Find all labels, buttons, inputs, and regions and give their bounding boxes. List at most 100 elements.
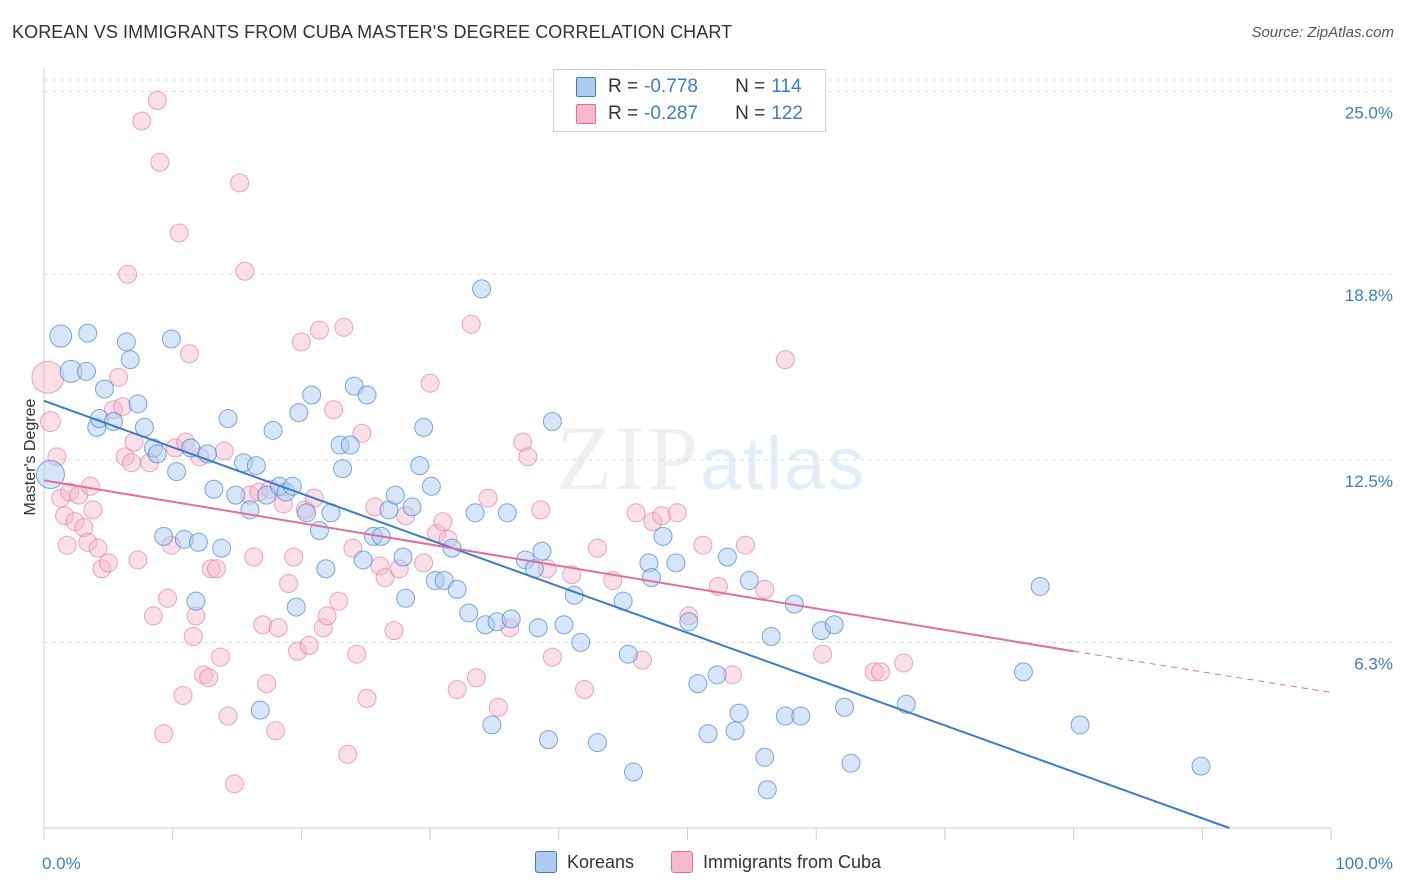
korean-point	[340, 435, 360, 455]
trend-line-koreans	[43, 399, 1230, 829]
cuba-point	[693, 535, 713, 555]
y-tick-labels: 6.3% 12.5% 18.8% 25.0%	[1345, 104, 1393, 674]
cuba-point	[132, 111, 152, 131]
cuba-point	[74, 518, 94, 538]
cuba-point	[587, 538, 607, 558]
korean-point	[725, 721, 745, 741]
cuba-point	[266, 721, 286, 741]
korean-point	[78, 323, 98, 343]
cuba-point	[357, 688, 377, 708]
cuba-point	[199, 668, 219, 688]
cuba-point	[643, 512, 663, 532]
korean-point	[94, 379, 114, 399]
legend-row-koreans: R = -0.778 N = 114	[576, 74, 802, 100]
cuba-point	[147, 90, 167, 110]
cuba-point	[169, 223, 189, 243]
cuba-point	[775, 350, 795, 370]
korean-point	[161, 329, 181, 349]
cuba-point	[218, 706, 238, 726]
korean-point	[1013, 662, 1033, 682]
korean-point	[212, 538, 232, 558]
korean-point	[385, 485, 405, 505]
korean-point	[204, 479, 224, 499]
korean-point	[791, 706, 811, 726]
legend-swatch-cuba	[671, 851, 693, 873]
x-tick-label-min: 0.0%	[42, 854, 81, 873]
cuba-point	[206, 559, 226, 579]
korean-point	[1030, 576, 1050, 596]
legend-r-label: R =	[608, 103, 639, 124]
legend-n-label: N =	[735, 103, 766, 124]
trend-lines	[43, 399, 1332, 829]
legend-label-cuba: Immigrants from Cuba	[703, 851, 882, 872]
korean-point	[289, 403, 309, 423]
cuba-point	[154, 724, 174, 744]
korean-point	[532, 541, 552, 561]
korean-point	[497, 503, 517, 523]
korean-point	[623, 762, 643, 782]
korean-point	[116, 332, 136, 352]
korean-point	[147, 444, 167, 464]
korean-point	[186, 591, 206, 611]
korean-point	[835, 697, 855, 717]
korean-point	[134, 417, 154, 437]
korean-point	[402, 497, 422, 517]
cuba-point	[317, 606, 337, 626]
legend-swatch-cuba	[576, 104, 596, 124]
korean-point	[396, 588, 416, 608]
cuba-point	[652, 506, 672, 526]
korean-point	[707, 665, 727, 685]
korean-point	[188, 532, 208, 552]
cuba-point	[309, 320, 329, 340]
korean-point	[76, 361, 96, 381]
korean-point	[666, 553, 686, 573]
cuba-point	[291, 332, 311, 352]
cuba-point	[755, 579, 775, 599]
cuba-point	[230, 173, 250, 193]
korean-point	[501, 609, 521, 629]
korean-point	[465, 503, 485, 523]
cuba-point	[813, 644, 833, 664]
korean-point	[410, 456, 430, 476]
cuba-point	[347, 644, 367, 664]
cuba-point	[158, 588, 178, 608]
cuba-point	[235, 261, 255, 281]
cuba-point	[871, 662, 891, 682]
cuba-point	[201, 559, 221, 579]
korean-point	[49, 324, 73, 348]
cuba-point	[122, 453, 142, 473]
korean-point	[841, 753, 861, 773]
trend-line-cuba	[43, 479, 1074, 653]
korean-point	[641, 568, 661, 588]
cuba-point	[338, 744, 358, 764]
cuba-point	[173, 685, 193, 705]
legend-item-cuba: Immigrants from Cuba	[671, 851, 881, 873]
y-tick-label: 12.5%	[1345, 472, 1393, 491]
cuba-point	[128, 550, 148, 570]
korean-point	[1191, 756, 1211, 776]
korean-point	[286, 597, 306, 617]
korean-point	[717, 547, 737, 567]
cuba-point	[88, 538, 108, 558]
cuba-point	[57, 535, 77, 555]
korean-point	[35, 460, 65, 490]
cuba-point	[118, 264, 138, 284]
y-tick-label: 6.3%	[1354, 654, 1393, 673]
korean-point	[761, 627, 781, 647]
korean-point	[679, 612, 699, 632]
watermark-atlas: atlas	[700, 422, 867, 505]
cuba-point	[864, 662, 884, 682]
legend-r-value: -0.778	[644, 76, 698, 97]
korean-point	[167, 462, 187, 482]
y-tick-label: 18.8%	[1345, 286, 1393, 305]
korean-point	[263, 420, 283, 440]
cuba-point	[150, 152, 170, 172]
cuba-point	[39, 410, 61, 432]
korean-point	[739, 571, 759, 591]
legend-n-value: 122	[771, 103, 803, 124]
cuba-point	[334, 317, 354, 337]
legend-r-label: R =	[608, 76, 639, 97]
cuba-point	[575, 680, 595, 700]
cuba-point	[531, 500, 551, 520]
korean-point	[226, 485, 246, 505]
